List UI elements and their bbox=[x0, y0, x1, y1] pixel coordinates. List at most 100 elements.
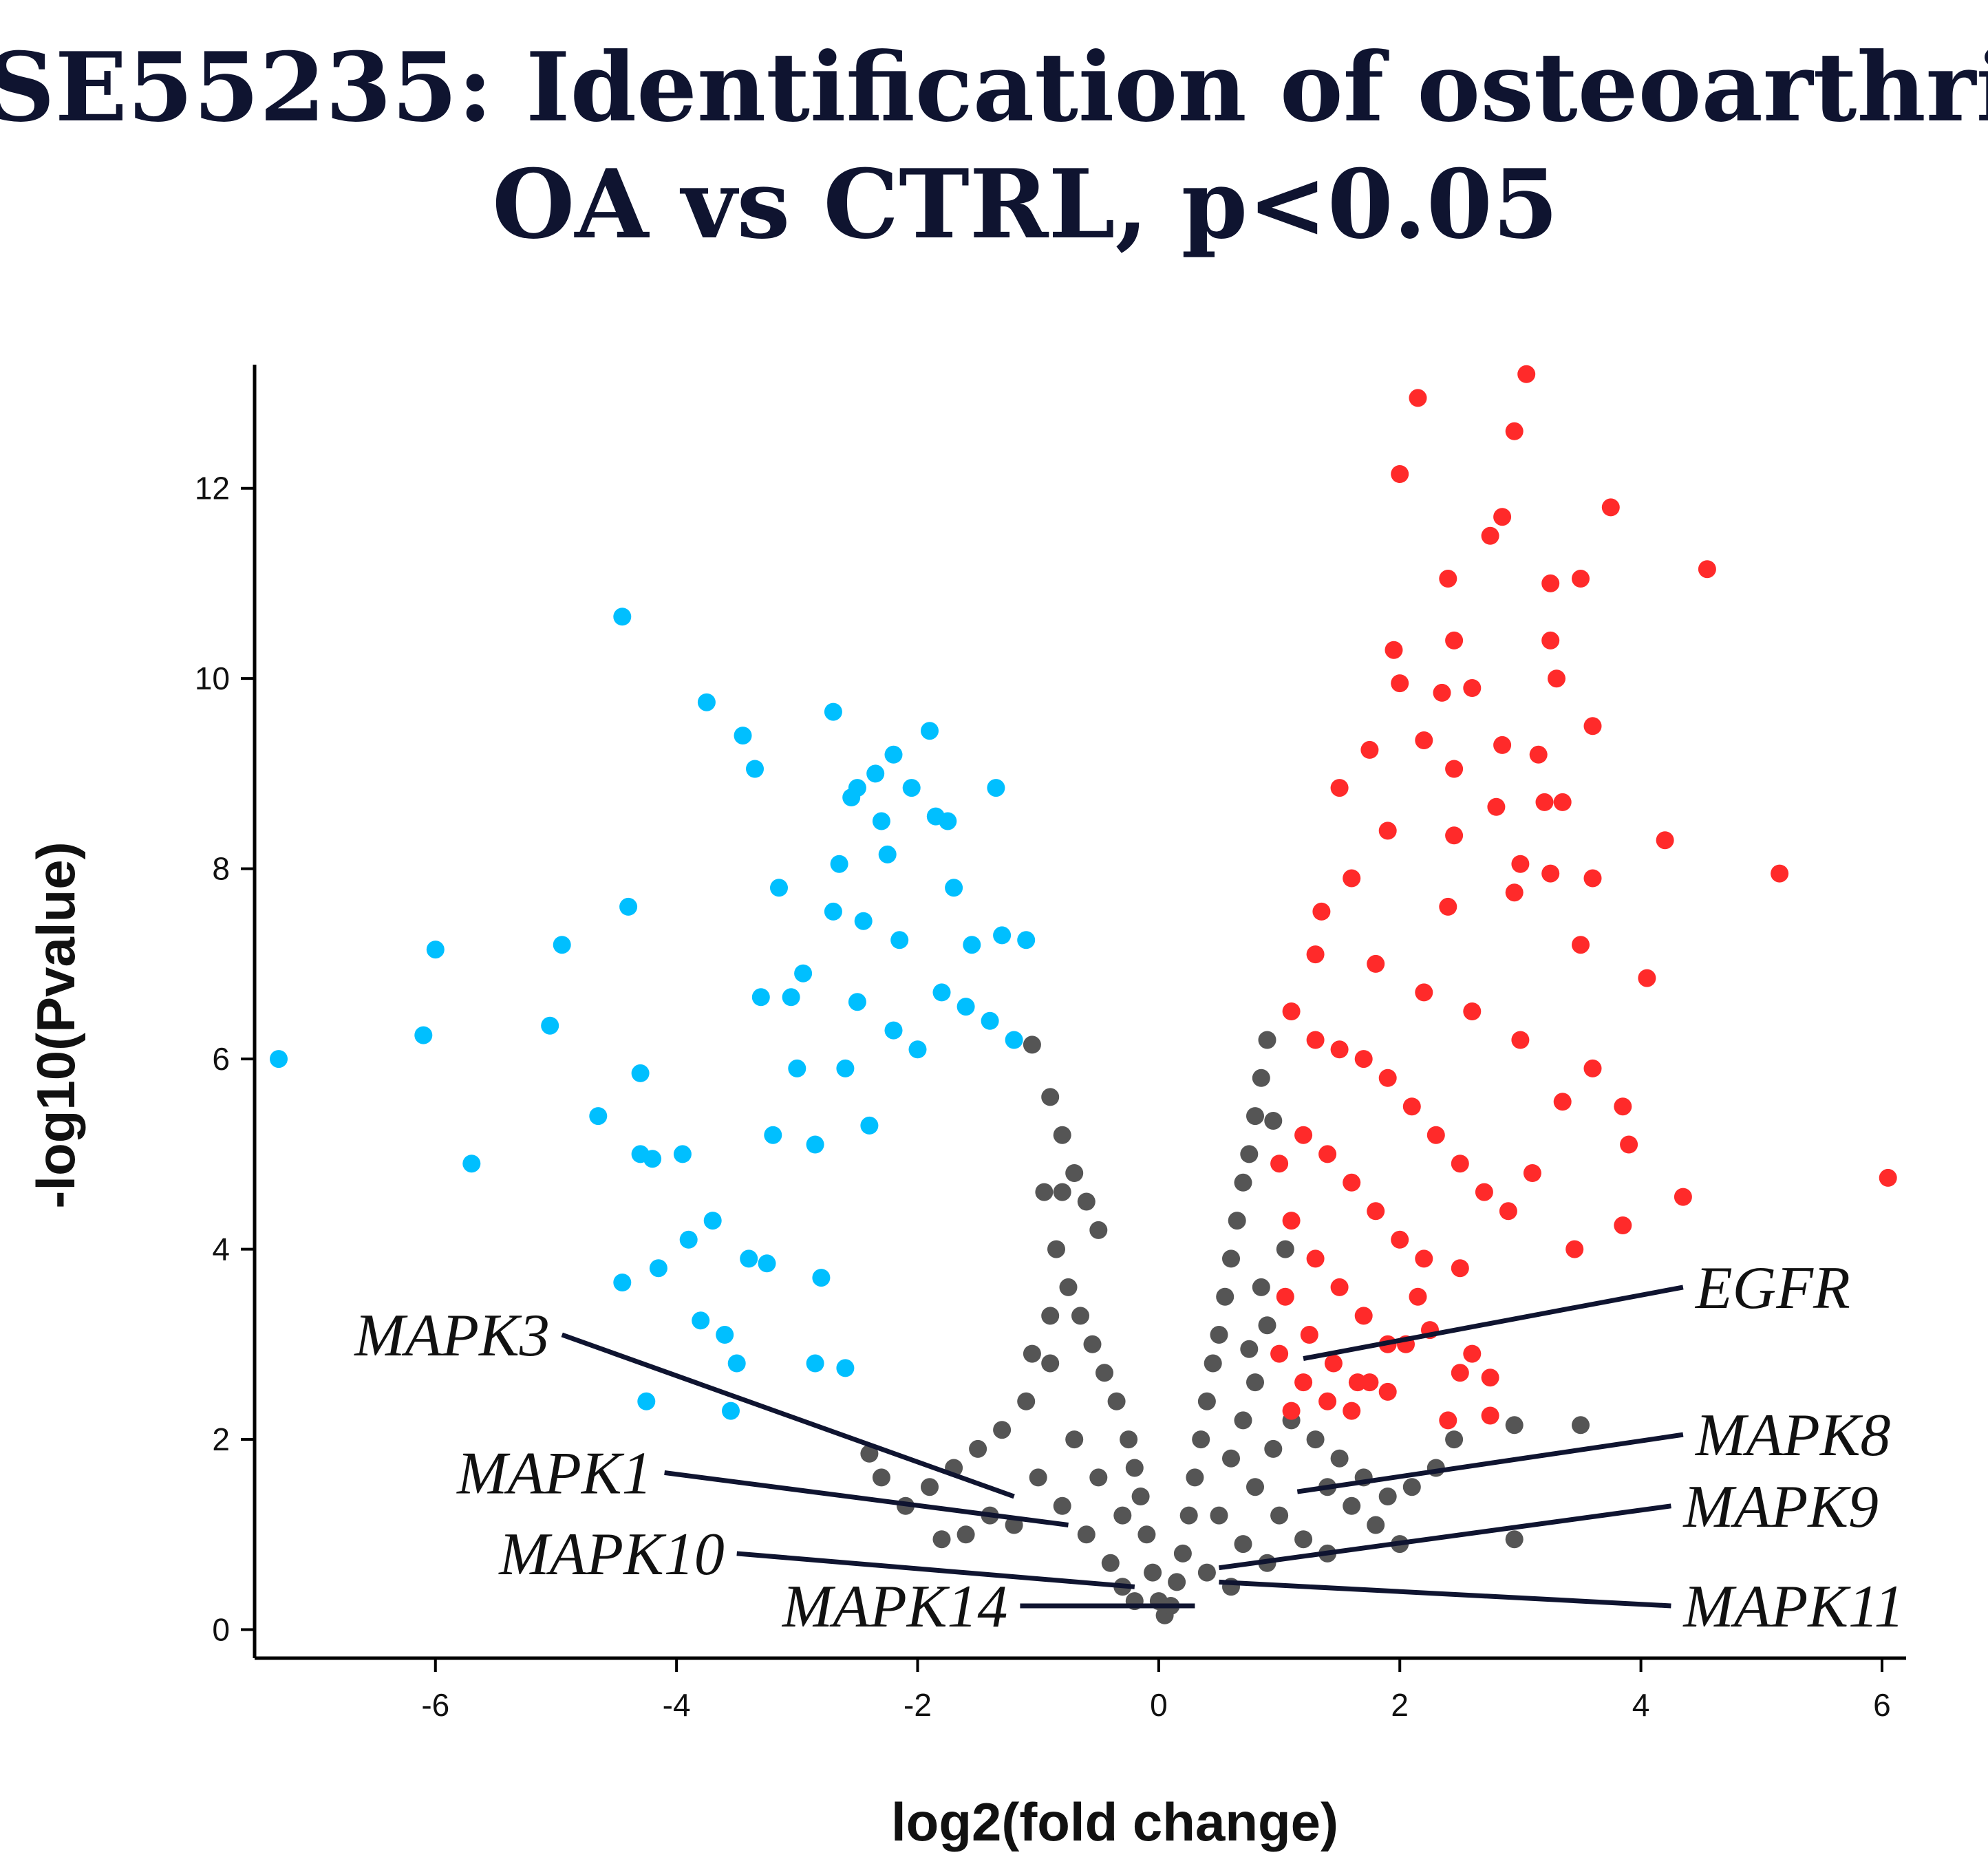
point-up-68 bbox=[1294, 1126, 1313, 1144]
point-down-65 bbox=[1005, 1031, 1023, 1049]
point-up-74 bbox=[1270, 1155, 1289, 1173]
point-not-significant-27 bbox=[872, 1468, 890, 1487]
point-not-significant-49 bbox=[1234, 1173, 1252, 1192]
point-up-94 bbox=[1306, 945, 1325, 964]
point-down-47 bbox=[890, 931, 909, 949]
point-down-19 bbox=[703, 1212, 722, 1230]
point-up-92 bbox=[1511, 1031, 1530, 1049]
point-not-significant-4 bbox=[1077, 1192, 1095, 1211]
point-up-24 bbox=[1330, 779, 1349, 797]
point-not-significant-91 bbox=[1343, 1496, 1361, 1515]
point-up-22 bbox=[1529, 745, 1548, 764]
x-tick-label-6: 6 bbox=[1873, 1687, 1891, 1723]
leader-line-egfr bbox=[1303, 1285, 1684, 1361]
point-up-71 bbox=[1367, 1202, 1385, 1221]
point-down-24 bbox=[740, 1249, 758, 1268]
point-up-23 bbox=[1445, 760, 1464, 778]
point-up-37 bbox=[1638, 969, 1656, 987]
point-not-significant-75 bbox=[1222, 1449, 1240, 1468]
point-not-significant-15 bbox=[1131, 1488, 1150, 1505]
point-not-significant-32 bbox=[1101, 1554, 1120, 1572]
point-up-58 bbox=[1306, 1031, 1325, 1049]
point-up-57 bbox=[1282, 1002, 1301, 1020]
point-up-67 bbox=[1523, 1164, 1541, 1182]
point-not-significant-56 bbox=[1197, 1392, 1216, 1410]
point-up-95 bbox=[1439, 897, 1457, 916]
point-up-13 bbox=[1541, 631, 1560, 649]
point-not-significant-92 bbox=[1367, 1516, 1385, 1534]
point-up-91 bbox=[1463, 1002, 1482, 1020]
y-tick-label-10: 10 bbox=[195, 661, 230, 696]
point-not-significant-69 bbox=[1402, 1478, 1421, 1496]
point-down-59 bbox=[860, 1116, 879, 1135]
point-up-10 bbox=[1572, 570, 1590, 588]
point-up-18 bbox=[1583, 717, 1602, 736]
point-up-32 bbox=[1583, 869, 1602, 888]
y-tick-label-8: 8 bbox=[212, 851, 230, 887]
point-up-4 bbox=[1601, 498, 1620, 517]
point-down-22 bbox=[727, 1354, 746, 1373]
point-not-significant-60 bbox=[1173, 1544, 1192, 1563]
point-up-30 bbox=[1511, 855, 1530, 873]
point-not-significant-72 bbox=[1505, 1416, 1524, 1435]
point-down-62 bbox=[932, 983, 951, 1002]
point-not-significant-47 bbox=[1246, 1107, 1264, 1126]
point-not-significant-38 bbox=[932, 1530, 951, 1549]
point-not-significant-51 bbox=[1228, 1212, 1246, 1230]
point-not-significant-21 bbox=[1017, 1392, 1036, 1410]
point-not-significant-58 bbox=[1186, 1468, 1204, 1487]
point-up-45 bbox=[1879, 1168, 1897, 1187]
point-up-81 bbox=[1300, 1326, 1318, 1344]
point-up-90 bbox=[1415, 983, 1433, 1002]
chart-subtitle: OA vs CTRL, p<0.05 bbox=[492, 148, 1559, 260]
x-axis-title: log2(fold change) bbox=[891, 1792, 1338, 1852]
point-up-42 bbox=[1674, 1188, 1692, 1206]
point-not-significant-63 bbox=[1258, 1316, 1276, 1335]
point-not-significant-31 bbox=[1077, 1525, 1095, 1544]
point-up-19 bbox=[1360, 740, 1379, 759]
point-not-significant-76 bbox=[1246, 1478, 1264, 1496]
point-not-significant-14 bbox=[1125, 1459, 1144, 1477]
point-not-significant-28 bbox=[860, 1444, 879, 1463]
point-up-40 bbox=[1553, 1093, 1572, 1111]
point-down-55 bbox=[993, 926, 1012, 945]
point-down-54 bbox=[987, 779, 1005, 797]
point-up-78 bbox=[1354, 1307, 1373, 1325]
point-up-7 bbox=[1698, 560, 1716, 579]
x-tick-label--4: -4 bbox=[663, 1687, 691, 1723]
point-down-14 bbox=[637, 1392, 656, 1410]
point-up-5 bbox=[1493, 508, 1512, 526]
point-down-9 bbox=[619, 897, 638, 916]
point-not-significant-43 bbox=[1023, 1344, 1041, 1363]
leader-line-mapk9 bbox=[1218, 1503, 1671, 1571]
point-up-46 bbox=[1451, 1259, 1469, 1278]
point-down-61 bbox=[908, 1040, 927, 1059]
point-up-28 bbox=[1656, 831, 1674, 850]
x-tick-label-2: 2 bbox=[1391, 1687, 1409, 1723]
point-up-72 bbox=[1391, 1230, 1409, 1249]
point-not-significant-59 bbox=[1179, 1506, 1198, 1525]
point-not-significant-85 bbox=[1246, 1373, 1264, 1392]
point-not-significant-74 bbox=[1505, 1530, 1524, 1549]
point-not-significant-52 bbox=[1222, 1249, 1240, 1268]
point-not-significant-66 bbox=[1330, 1449, 1349, 1468]
point-up-16 bbox=[1433, 683, 1451, 702]
point-down-34 bbox=[806, 1354, 824, 1373]
point-down-1 bbox=[426, 941, 445, 959]
point-not-significant-86 bbox=[1234, 1411, 1252, 1430]
x-tick-label-4: 4 bbox=[1632, 1687, 1650, 1723]
point-down-63 bbox=[956, 998, 975, 1016]
point-not-significant-89 bbox=[1252, 1278, 1270, 1296]
point-down-12 bbox=[643, 1150, 662, 1168]
point-up-62 bbox=[1402, 1097, 1421, 1116]
point-not-significant-87 bbox=[1264, 1439, 1283, 1458]
point-up-60 bbox=[1354, 1050, 1373, 1069]
point-not-significant-13 bbox=[1120, 1430, 1138, 1449]
point-not-significant-65 bbox=[1306, 1430, 1325, 1449]
point-up-1 bbox=[1409, 389, 1427, 407]
gene-label-mapk10: MAPK10 bbox=[498, 1521, 725, 1588]
point-down-2 bbox=[414, 1026, 433, 1044]
point-not-significant-16 bbox=[1137, 1525, 1156, 1544]
point-up-0 bbox=[1517, 365, 1536, 383]
point-not-significant-55 bbox=[1204, 1354, 1222, 1373]
